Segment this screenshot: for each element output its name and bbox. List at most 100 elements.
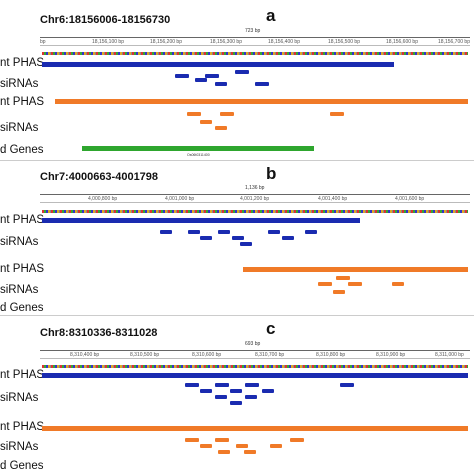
sirna-feature[interactable] bbox=[270, 444, 282, 448]
tick-label: 4,000,800 bp bbox=[88, 196, 118, 202]
scale-label: 1,136 bp bbox=[245, 185, 265, 191]
sirna-feature[interactable] bbox=[205, 74, 219, 78]
phas21-track[interactable] bbox=[42, 218, 360, 223]
scale-label: 693 bp bbox=[245, 341, 261, 347]
sirna-feature[interactable] bbox=[160, 230, 172, 234]
track-label: nt PHAS bbox=[0, 96, 45, 108]
tick-label: 8,310,600 bp bbox=[192, 352, 222, 358]
sirna-feature[interactable] bbox=[187, 112, 201, 116]
sirna-feature[interactable] bbox=[215, 395, 227, 399]
sirna-feature[interactable] bbox=[330, 112, 344, 116]
tick-label: 8,310,400 bp bbox=[70, 352, 100, 358]
tick-label: 8,310,500 bp bbox=[130, 352, 160, 358]
gene-track[interactable] bbox=[82, 146, 314, 151]
track-label: siRNAs bbox=[0, 392, 39, 404]
phas24-track[interactable] bbox=[55, 99, 468, 104]
sirna-feature[interactable] bbox=[215, 82, 227, 86]
sirna-feature[interactable] bbox=[392, 282, 404, 286]
sirna-feature[interactable] bbox=[218, 230, 230, 234]
sirna-feature[interactable] bbox=[236, 444, 248, 448]
track-label: siRNAs bbox=[0, 122, 39, 134]
sirna-feature[interactable] bbox=[230, 389, 242, 393]
track-label: siRNAs bbox=[0, 441, 39, 453]
panel-letter: a bbox=[266, 6, 276, 25]
sirna-feature[interactable] bbox=[175, 74, 189, 78]
track-label: siRNAs bbox=[0, 284, 39, 296]
sirna-feature[interactable] bbox=[215, 126, 227, 130]
tick-label: 18,156,200 bp bbox=[150, 39, 182, 45]
sirna-feature[interactable] bbox=[244, 450, 256, 454]
sirna-feature[interactable] bbox=[230, 401, 242, 405]
sirna-feature[interactable] bbox=[215, 438, 229, 442]
track-label: nt PHAS bbox=[0, 263, 45, 275]
tick-label: 4,001,600 bp bbox=[395, 196, 425, 202]
sirna-feature[interactable] bbox=[290, 438, 304, 442]
tick-label: 8,310,900 bp bbox=[376, 352, 406, 358]
sirna-feature[interactable] bbox=[268, 230, 280, 234]
sirna-feature[interactable] bbox=[215, 383, 229, 387]
tick-label: 4,001,400 bp bbox=[318, 196, 348, 202]
sequence-track bbox=[42, 210, 468, 213]
sirna-feature[interactable] bbox=[348, 282, 362, 286]
tick-label: 8,310,700 bp bbox=[255, 352, 285, 358]
locus-title: Chr8:8310336-8311028 bbox=[40, 327, 158, 339]
tick-label: 4,001,200 bp bbox=[240, 196, 270, 202]
sirna-feature[interactable] bbox=[245, 395, 257, 399]
locus-title: Chr7:4000663-4001798 bbox=[40, 171, 159, 183]
tick-label: 4,001,000 bp bbox=[165, 196, 195, 202]
panel-letter: c bbox=[266, 319, 276, 338]
tick-label: 8,310,800 bp bbox=[316, 352, 346, 358]
tick-label: 18,156,300 bp bbox=[210, 39, 242, 45]
phas21-track[interactable] bbox=[42, 373, 468, 378]
sirna-feature[interactable] bbox=[255, 82, 269, 86]
sirna-feature[interactable] bbox=[318, 282, 332, 286]
tick-label: bp bbox=[40, 39, 46, 45]
sirna-feature[interactable] bbox=[333, 290, 345, 294]
sirna-feature[interactable] bbox=[195, 78, 207, 82]
sirna-feature[interactable] bbox=[235, 70, 249, 74]
sirna-feature[interactable] bbox=[336, 276, 350, 280]
tick-label: 18,156,600 bp bbox=[386, 39, 418, 45]
sequence-track bbox=[42, 52, 468, 55]
scale-label: 723 bp bbox=[245, 28, 261, 34]
coordinate-ruler: 693 bp 8,310,400 bp 8,310,500 bp 8,310,6… bbox=[40, 341, 470, 359]
sirna-feature[interactable] bbox=[185, 438, 199, 442]
track-label: nt PHAS bbox=[0, 369, 45, 381]
sirna-feature[interactable] bbox=[200, 444, 212, 448]
track-label: nt PHAS bbox=[0, 214, 45, 226]
sirna-feature[interactable] bbox=[282, 236, 294, 240]
sirna-feature[interactable] bbox=[218, 450, 230, 454]
panel-a: Chr6:18156006-18156730 a 723 bp bp 18,15… bbox=[0, 0, 474, 160]
phas24-track[interactable] bbox=[42, 426, 468, 431]
panel-divider bbox=[0, 315, 474, 316]
sequence-track bbox=[42, 365, 468, 368]
coordinate-ruler: 723 bp bp 18,156,100 bp 18,156,200 bp 18… bbox=[40, 28, 470, 46]
sirna-feature[interactable] bbox=[340, 383, 354, 387]
sirna-feature[interactable] bbox=[305, 230, 317, 234]
sirna-feature[interactable] bbox=[188, 230, 200, 234]
tick-label: 18,156,400 bp bbox=[268, 39, 300, 45]
sirna-feature[interactable] bbox=[200, 236, 212, 240]
sirna-feature[interactable] bbox=[262, 389, 274, 393]
sirna-feature[interactable] bbox=[240, 242, 252, 246]
gene-label: Os06t0311400 bbox=[187, 153, 210, 157]
track-label: nt PHAS bbox=[0, 57, 45, 69]
sirna-feature[interactable] bbox=[185, 383, 199, 387]
coordinate-ruler: 1,136 bp 4,000,800 bp 4,001,000 bp 4,001… bbox=[40, 185, 470, 203]
tick-label: 18,156,500 bp bbox=[328, 39, 360, 45]
sirna-feature[interactable] bbox=[232, 236, 244, 240]
sirna-feature[interactable] bbox=[200, 120, 212, 124]
panel-letter: b bbox=[266, 164, 277, 183]
panel-c: Chr8:8310336-8311028 c 693 bp 8,310,400 … bbox=[0, 315, 474, 474]
phas24-track[interactable] bbox=[243, 267, 468, 272]
tick-label: 18,156,700 bp bbox=[438, 39, 470, 45]
sirna-feature[interactable] bbox=[200, 389, 212, 393]
phas21-track[interactable] bbox=[42, 62, 394, 67]
sirna-feature[interactable] bbox=[220, 112, 234, 116]
tick-label: 8,311,000 bp bbox=[435, 352, 464, 358]
track-label: siRNAs bbox=[0, 236, 39, 248]
panel-b: Chr7:4000663-4001798 b 1,136 bp 4,000,80… bbox=[0, 160, 474, 315]
track-label: siRNAs bbox=[0, 78, 39, 90]
sirna-feature[interactable] bbox=[245, 383, 259, 387]
track-label: d Genes bbox=[0, 144, 44, 156]
